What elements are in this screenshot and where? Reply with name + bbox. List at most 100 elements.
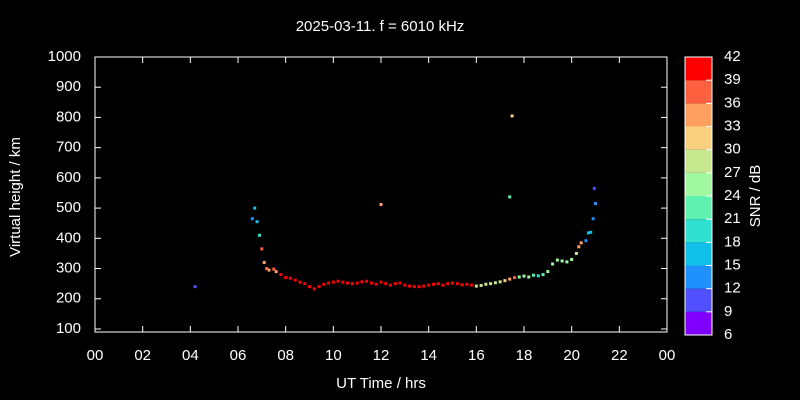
data-point bbox=[532, 273, 536, 277]
data-point bbox=[465, 282, 469, 286]
data-point bbox=[403, 283, 407, 287]
data-point bbox=[365, 279, 369, 283]
colorbar-band bbox=[685, 311, 712, 335]
data-point bbox=[579, 241, 583, 245]
plot-frame bbox=[94, 56, 668, 333]
colorbar-label: SNR / dB bbox=[747, 165, 764, 228]
data-point bbox=[570, 257, 574, 261]
data-point bbox=[279, 273, 283, 277]
colorbar-tick-label: 6 bbox=[724, 326, 732, 343]
data-point bbox=[560, 259, 564, 263]
x-tick-label: 10 bbox=[325, 347, 342, 364]
colorbar-band bbox=[685, 265, 712, 289]
data-point bbox=[274, 270, 278, 274]
data-point bbox=[384, 282, 388, 286]
data-point bbox=[589, 230, 593, 234]
colorbar-tick-label: 12 bbox=[724, 280, 741, 297]
data-point bbox=[584, 239, 588, 243]
data-point bbox=[331, 280, 335, 284]
data-point bbox=[551, 262, 555, 266]
data-point bbox=[312, 287, 316, 291]
y-tick-label: 700 bbox=[56, 139, 81, 156]
colorbar-tick-label: 30 bbox=[724, 141, 741, 158]
x-tick-label: 12 bbox=[373, 347, 390, 364]
x-tick-label: 06 bbox=[230, 347, 247, 364]
colorbar-tick-label: 33 bbox=[724, 117, 741, 134]
y-tick-label: 200 bbox=[56, 290, 81, 307]
data-point bbox=[298, 280, 302, 284]
data-point bbox=[260, 247, 264, 251]
y-tick-label: 400 bbox=[56, 229, 81, 246]
data-point bbox=[422, 284, 426, 288]
data-point bbox=[293, 278, 297, 282]
data-point bbox=[479, 283, 483, 287]
data-point bbox=[460, 283, 464, 287]
data-point bbox=[250, 217, 254, 221]
data-point bbox=[436, 282, 440, 286]
colorbar-band bbox=[685, 80, 712, 104]
colorbar-band bbox=[685, 219, 712, 243]
data-point bbox=[389, 283, 393, 287]
data-point bbox=[341, 280, 345, 284]
data-point bbox=[336, 279, 340, 283]
data-point bbox=[369, 281, 373, 285]
colorbar-tick-label: 27 bbox=[724, 164, 741, 181]
data-point bbox=[591, 217, 595, 221]
data-point bbox=[360, 280, 364, 284]
data-point bbox=[379, 280, 383, 284]
data-point bbox=[517, 275, 521, 279]
data-point bbox=[508, 277, 512, 281]
data-point bbox=[257, 233, 261, 237]
x-tick-label: 00 bbox=[659, 347, 676, 364]
x-tick-label: 22 bbox=[611, 347, 628, 364]
colorbar-tick-label: 42 bbox=[724, 48, 741, 65]
data-point bbox=[303, 282, 307, 286]
x-tick-label: 18 bbox=[516, 347, 533, 364]
data-point bbox=[267, 268, 271, 272]
data-point bbox=[327, 281, 331, 285]
colorbar-tick-label: 15 bbox=[724, 256, 741, 273]
data-point bbox=[253, 206, 257, 210]
x-axis-label: UT Time / hrs bbox=[336, 375, 426, 392]
data-point bbox=[541, 273, 545, 277]
data-point bbox=[565, 260, 569, 264]
x-tick-label: 00 bbox=[87, 347, 104, 364]
colorbar-band bbox=[685, 172, 712, 196]
x-tick-label: 20 bbox=[563, 347, 580, 364]
data-point bbox=[427, 283, 431, 287]
colorbar-tick-label: 21 bbox=[724, 210, 741, 227]
data-point bbox=[374, 282, 378, 286]
y-tick-label: 600 bbox=[56, 169, 81, 186]
data-point bbox=[417, 285, 421, 289]
y-tick-label: 500 bbox=[56, 199, 81, 216]
data-point bbox=[594, 202, 597, 206]
data-point bbox=[441, 283, 445, 287]
data-point bbox=[355, 281, 359, 285]
colorbar-tick-label: 18 bbox=[724, 233, 741, 250]
y-axis-label: Virtual height / km bbox=[7, 137, 24, 257]
data-point bbox=[489, 282, 493, 286]
data-point bbox=[408, 284, 412, 288]
data-point bbox=[350, 282, 354, 286]
data-point bbox=[586, 231, 590, 235]
data-point bbox=[508, 195, 512, 199]
data-point bbox=[346, 281, 350, 285]
data-point bbox=[455, 282, 459, 286]
data-point bbox=[451, 281, 454, 285]
data-point bbox=[193, 285, 197, 289]
data-point bbox=[536, 274, 540, 278]
data-point bbox=[493, 281, 497, 285]
x-tick-label: 02 bbox=[134, 347, 151, 364]
chart-title: 2025-03-11. f = 6010 kHz bbox=[296, 18, 465, 35]
data-point bbox=[527, 275, 531, 279]
data-point bbox=[317, 285, 321, 289]
colorbar-tick-label: 9 bbox=[724, 303, 732, 320]
data-point bbox=[265, 267, 269, 271]
x-tick-label: 08 bbox=[277, 347, 294, 364]
data-point bbox=[546, 270, 550, 274]
y-tick-label: 900 bbox=[56, 78, 81, 95]
data-point bbox=[398, 281, 402, 285]
data-point bbox=[308, 285, 311, 289]
y-tick-label: 300 bbox=[56, 260, 81, 277]
